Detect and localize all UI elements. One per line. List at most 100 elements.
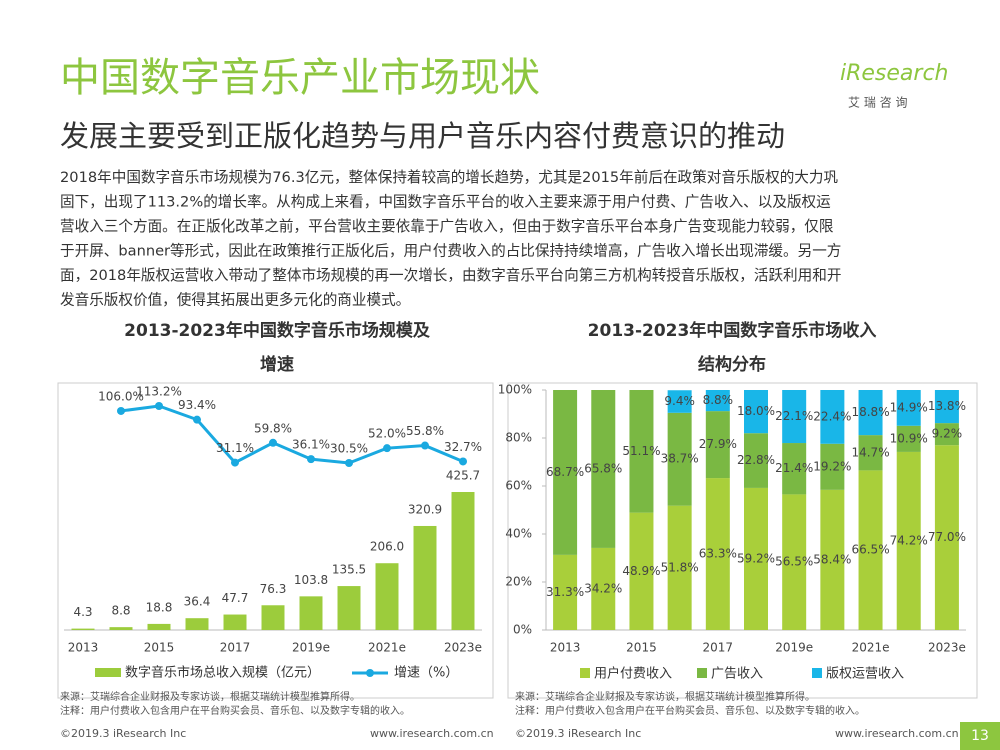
data-label: 34.2% xyxy=(584,581,622,595)
x-tick-label: 2023e xyxy=(928,641,966,655)
data-label: 48.9% xyxy=(622,564,660,578)
data-label: 56.5% xyxy=(775,555,813,569)
x-tick-label: 2017 xyxy=(220,641,251,655)
legend-swatch xyxy=(812,668,822,678)
data-label: 58.4% xyxy=(813,552,851,566)
bar xyxy=(451,492,475,630)
page-title: 中国数字音乐产业市场现状 xyxy=(60,55,540,101)
bar xyxy=(71,628,95,630)
data-label: 14.9% xyxy=(890,400,928,414)
data-label: 66.5% xyxy=(851,543,889,557)
bar-segment xyxy=(744,433,768,488)
data-label: 65.8% xyxy=(584,461,622,475)
bar-segment xyxy=(858,435,883,471)
line xyxy=(120,404,464,465)
line-point xyxy=(155,402,163,410)
line-point xyxy=(383,444,391,453)
data-label: 47.7 xyxy=(222,591,249,605)
line-point xyxy=(345,459,353,467)
bar-segment xyxy=(820,489,845,630)
data-label: 68.7% xyxy=(546,465,584,479)
data-label: 36.1% xyxy=(292,438,330,452)
bar xyxy=(109,627,133,630)
x-tick-label: 2021e xyxy=(852,641,890,655)
data-label: 18.8 xyxy=(146,600,173,614)
data-label: 52.0% xyxy=(368,427,406,441)
data-label: 4.3 xyxy=(73,605,92,619)
bar-segment xyxy=(858,390,883,436)
bar-segment xyxy=(629,512,654,630)
data-label: 10.9% xyxy=(890,431,928,445)
x-tick-label: 2015 xyxy=(144,641,175,655)
x-tick-label: 2023e xyxy=(444,641,482,655)
bar-segment xyxy=(667,412,692,506)
bar-segment xyxy=(744,487,768,630)
data-label: 74.2% xyxy=(890,533,928,547)
bar-segment xyxy=(667,390,692,413)
data-label: 13.8% xyxy=(928,399,966,413)
bar xyxy=(413,525,437,630)
bar-segment xyxy=(934,423,959,446)
y-tick-label: 20% xyxy=(505,575,532,589)
paragraph-line: 发音乐版权价值，使得其拓展出更多元化的商业模式。 xyxy=(60,292,410,309)
paragraph-line: 固下，出现了113.2%的增长率。从构成上来看，中国数字音乐平台的收入主要来源于… xyxy=(60,194,831,211)
bar-segment xyxy=(705,478,730,630)
bar-segment xyxy=(934,390,959,424)
paragraph-line: 面，2018年版权运营收入带动了整体市场规模的再一次增长，由数字音乐平台向第三方… xyxy=(60,266,841,284)
data-label: 22.8% xyxy=(737,453,775,467)
data-label: 18.8% xyxy=(851,405,889,419)
y-tick-label: 0% xyxy=(513,623,532,637)
legend-label: 数字音乐市场总收入规模（亿元） xyxy=(125,665,320,681)
data-label: 135.5 xyxy=(332,563,366,577)
line-point xyxy=(231,458,239,467)
data-label: 76.3 xyxy=(260,582,287,596)
x-tick-label: 2019e xyxy=(775,641,813,655)
x-tick-label: 2021e xyxy=(368,641,406,655)
bar-segment xyxy=(782,494,807,630)
bar xyxy=(223,614,247,630)
bar-segment xyxy=(896,390,921,426)
bar xyxy=(185,618,209,630)
data-label: 77.0% xyxy=(928,530,966,544)
legend-label: 广告收入 xyxy=(711,667,763,682)
bar xyxy=(299,596,323,630)
line-point xyxy=(269,438,277,447)
page-number-box xyxy=(960,722,1000,750)
data-label: 55.8% xyxy=(406,424,444,438)
data-label: 425.7 xyxy=(446,469,480,483)
paragraph-line: 2018年中国数字音乐市场规模为76.3亿元，整体保持着较高的增长趋势，尤其是2… xyxy=(60,168,838,186)
bar-segment xyxy=(553,554,578,630)
y-tick-label: 60% xyxy=(505,479,532,493)
data-label: 14.7% xyxy=(851,445,889,459)
data-label: 21.4% xyxy=(775,461,813,475)
data-label: 31.3% xyxy=(546,585,584,599)
logo-sub: 艾 瑞 咨 询 xyxy=(848,95,907,110)
x-tick-label: 2013 xyxy=(550,641,581,655)
y-tick-label: 40% xyxy=(505,527,532,541)
bar-segment xyxy=(705,390,730,412)
data-label: 31.1% xyxy=(216,441,254,455)
data-label: 59.2% xyxy=(737,551,775,565)
chart-title: 结构分布 xyxy=(698,354,766,375)
y-tick-label: 100% xyxy=(498,383,532,397)
bar xyxy=(261,605,285,630)
x-tick-label: 2017 xyxy=(703,641,734,655)
bar-segment xyxy=(629,390,654,513)
bar-segment xyxy=(744,390,768,434)
bar-segment xyxy=(782,390,807,444)
source-note: 来源：艾瑞综合企业财报及专家访谈，根据艾瑞统计模型推算所得。 xyxy=(515,690,815,703)
line-point xyxy=(307,455,315,464)
data-label: 22.4% xyxy=(813,409,851,423)
legend-swatch xyxy=(95,668,121,677)
data-label: 22.1% xyxy=(775,409,813,423)
bar-segment xyxy=(896,425,921,452)
data-label: 320.9 xyxy=(408,502,442,516)
paragraph-line: 于开屏、banner等形式，因此在政策推行正版化后，用户付费收入的占比保持持续增… xyxy=(60,242,841,260)
website: www.iresearch.com.cn xyxy=(835,727,959,740)
legend-label: 用户付费收入 xyxy=(594,666,672,682)
data-label: 36.4 xyxy=(184,595,211,609)
data-label: 8.8 xyxy=(111,604,130,618)
copyright: ©2019.3 iResearch Inc xyxy=(60,727,186,740)
bar-segment xyxy=(782,443,807,495)
data-label: 206.0 xyxy=(370,540,404,554)
